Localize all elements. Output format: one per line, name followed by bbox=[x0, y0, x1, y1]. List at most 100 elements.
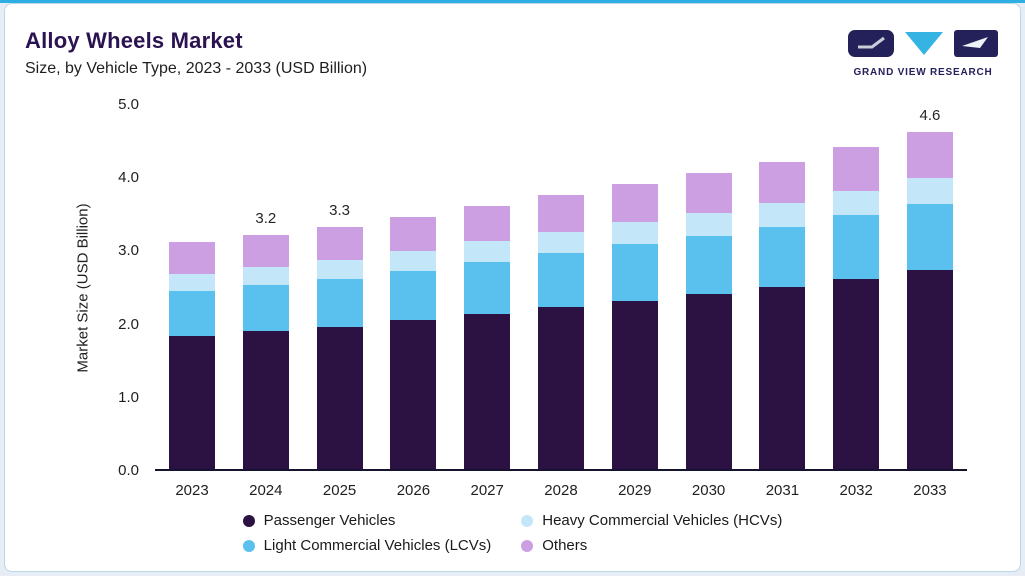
bar-segment bbox=[169, 291, 215, 336]
x-axis-label: 2023 bbox=[175, 482, 209, 499]
bar-segment bbox=[390, 320, 437, 469]
x-axis-label: 2030 bbox=[691, 482, 726, 499]
legend: Passenger Vehicles Heavy Commercial Vehic… bbox=[242, 512, 782, 554]
logo-icon bbox=[848, 30, 998, 57]
bar-segment bbox=[537, 194, 584, 232]
y-tick-label: 3.0 bbox=[118, 242, 139, 260]
bar-segment bbox=[833, 215, 880, 279]
bar-segment bbox=[537, 231, 584, 254]
bar-segment bbox=[316, 227, 363, 261]
y-axis-title: Market Size (USD Billion) bbox=[74, 203, 92, 373]
x-axis-label: 2027 bbox=[470, 482, 504, 499]
bar-segment bbox=[685, 172, 732, 213]
bar-segment bbox=[464, 205, 511, 242]
bar-segment bbox=[833, 278, 880, 469]
chart-card: Alloy Wheels Market Size, by Vehicle Typ… bbox=[4, 3, 1021, 572]
bar-segment bbox=[242, 331, 289, 469]
bar-segment bbox=[611, 222, 658, 245]
legend-marker bbox=[242, 514, 255, 527]
bar-2031 bbox=[759, 161, 806, 469]
legend-wrap: Passenger Vehicles Heavy Commercial Vehic… bbox=[5, 512, 1020, 554]
bar-segment bbox=[316, 260, 363, 280]
bar-segment bbox=[390, 216, 437, 251]
grand-view-research-logo: GRAND VIEW RESEARCH bbox=[848, 30, 998, 78]
plot-area: 3.2 3.3 4.6 bbox=[155, 105, 967, 471]
bar-segment bbox=[242, 234, 289, 267]
bar-segment bbox=[537, 307, 584, 469]
y-tick-label: 1.0 bbox=[118, 388, 139, 406]
bar-2026 bbox=[390, 216, 437, 469]
legend-item: Heavy Commercial Vehicles (HCVs) bbox=[521, 512, 782, 529]
bar-2030 bbox=[685, 172, 732, 469]
x-axis-label: 2025 bbox=[322, 482, 357, 499]
bar-value-label: 3.3 bbox=[329, 202, 351, 220]
bar-segment bbox=[906, 178, 953, 205]
chart-title: Alloy Wheels Market bbox=[25, 28, 243, 53]
chart-subtitle: Size, by Vehicle Type, 2023 - 2033 (USD … bbox=[25, 60, 368, 77]
bar-segment bbox=[906, 269, 953, 469]
x-axis-label: 2028 bbox=[544, 482, 578, 499]
bar-segment bbox=[169, 335, 215, 469]
y-tick-label: 0.0 bbox=[118, 462, 139, 479]
bar-segment bbox=[759, 203, 806, 227]
y-tick-label: 4.0 bbox=[118, 169, 139, 187]
bar-segment bbox=[833, 146, 880, 191]
y-tick-label: 2.0 bbox=[118, 315, 139, 333]
bar-2033: 4.6 bbox=[906, 107, 953, 469]
bar-value-label: 3.2 bbox=[255, 209, 277, 227]
legend-label: Others bbox=[542, 537, 588, 554]
bar-2032 bbox=[833, 146, 880, 469]
legend-marker bbox=[521, 514, 534, 527]
x-axis: 2023 2024 2025 2026 2027 2028 2029 2030 2031 2032… bbox=[155, 482, 967, 499]
x-axis-label: 2029 bbox=[618, 482, 652, 499]
logo-text: GRAND VIEW RESEARCH bbox=[853, 67, 993, 78]
legend-item: Light Commercial Vehicles (LCVs) bbox=[242, 537, 492, 554]
bar-segment bbox=[906, 132, 953, 179]
x-axis-label: 2033 bbox=[913, 482, 947, 499]
bar-segment bbox=[316, 279, 363, 327]
bar-segment bbox=[242, 266, 289, 286]
bar-segment bbox=[464, 241, 511, 262]
bar-2029 bbox=[611, 183, 658, 469]
bar-segment bbox=[316, 327, 363, 469]
top-accent-bar bbox=[0, 0, 1025, 3]
bar-segment bbox=[464, 261, 511, 314]
legend-label: Passenger Vehicles bbox=[263, 512, 396, 529]
bar-segment bbox=[611, 300, 658, 469]
bar-segment bbox=[685, 294, 732, 469]
chart-header: Alloy Wheels Market Size, by Vehicle Typ… bbox=[25, 28, 367, 78]
bar-segment bbox=[242, 285, 289, 332]
bar-2024: 3.2 bbox=[242, 210, 289, 469]
x-axis-label: 2026 bbox=[396, 482, 431, 499]
bar-2023 bbox=[169, 242, 215, 469]
bar-2027 bbox=[464, 205, 511, 469]
bar-2025: 3.3 bbox=[316, 202, 363, 469]
bar-segment bbox=[611, 183, 658, 223]
x-axis-label: 2031 bbox=[765, 482, 800, 499]
legend-item: Others bbox=[521, 537, 782, 554]
bar-segment bbox=[685, 235, 732, 295]
bar-segment bbox=[759, 161, 806, 204]
legend-label: Light Commercial Vehicles (LCVs) bbox=[263, 537, 492, 554]
bar-segment bbox=[537, 253, 584, 308]
bar-segment bbox=[390, 270, 437, 321]
bar-segment bbox=[611, 244, 658, 301]
bar-segment bbox=[685, 212, 732, 236]
bar-value-label: 4.6 bbox=[919, 107, 941, 125]
bar-segment bbox=[169, 242, 215, 274]
x-axis-label: 2024 bbox=[249, 482, 283, 499]
y-tick-label: 5.0 bbox=[118, 96, 139, 113]
bar-segment bbox=[759, 226, 806, 288]
bar-segment bbox=[833, 190, 880, 216]
bar-segment bbox=[464, 313, 511, 469]
legend-item: Passenger Vehicles bbox=[242, 512, 492, 529]
bar-segment bbox=[906, 204, 953, 270]
legend-label: Heavy Commercial Vehicles (HCVs) bbox=[542, 512, 783, 529]
legend-marker bbox=[521, 539, 534, 552]
x-axis-label: 2032 bbox=[839, 482, 873, 499]
bar-2028 bbox=[537, 194, 584, 469]
bar-segment bbox=[390, 250, 437, 271]
legend-marker bbox=[242, 539, 255, 552]
bar-segment bbox=[169, 273, 215, 292]
